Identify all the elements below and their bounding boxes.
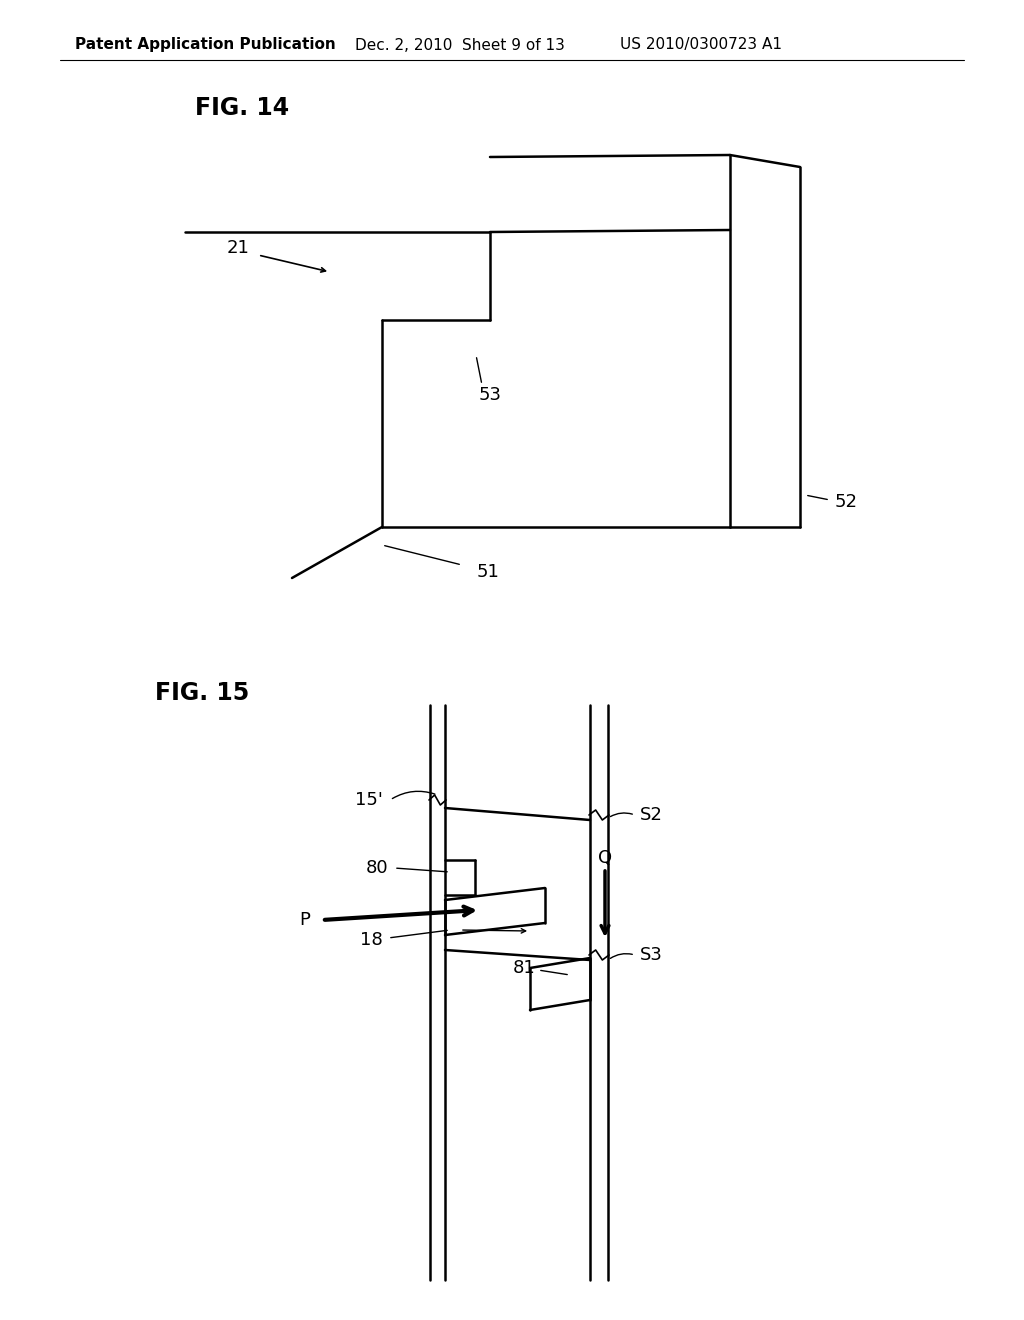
Text: S2: S2: [640, 807, 663, 824]
Text: 53: 53: [478, 385, 502, 404]
Text: FIG. 14: FIG. 14: [195, 96, 289, 120]
Text: 80: 80: [366, 859, 388, 876]
Text: 52: 52: [835, 492, 858, 511]
Text: US 2010/0300723 A1: US 2010/0300723 A1: [620, 37, 782, 53]
Text: Dec. 2, 2010: Dec. 2, 2010: [355, 37, 453, 53]
Text: 81: 81: [512, 960, 535, 977]
Text: 18: 18: [360, 931, 383, 949]
Text: FIG. 15: FIG. 15: [155, 681, 249, 705]
Text: 21: 21: [227, 239, 250, 257]
Text: 15': 15': [355, 791, 383, 809]
Text: Sheet 9 of 13: Sheet 9 of 13: [462, 37, 565, 53]
Text: S3: S3: [640, 946, 663, 964]
Text: Patent Application Publication: Patent Application Publication: [75, 37, 336, 53]
Text: 51: 51: [476, 564, 500, 581]
Text: Q: Q: [598, 849, 612, 867]
Text: P: P: [299, 911, 310, 929]
